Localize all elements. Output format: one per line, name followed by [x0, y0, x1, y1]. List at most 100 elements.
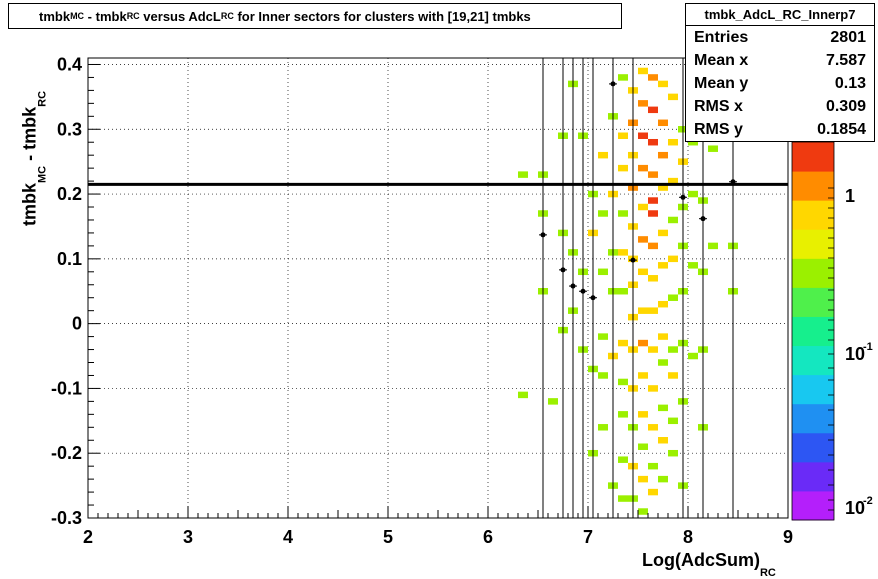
stats-value: 2801: [830, 29, 866, 46]
stats-histogram-name: tmbk_AdcL_RC_Innerp7: [686, 4, 874, 26]
heatmap-cell: [638, 475, 648, 483]
heatmap-cell: [648, 488, 658, 496]
heatmap-cell: [648, 210, 658, 217]
colorbar-segment: [792, 316, 834, 347]
colorbar-segment: [792, 200, 834, 230]
heatmap-cell: [638, 236, 648, 243]
colorbar-segment: [792, 258, 834, 288]
heatmap-cell: [648, 171, 658, 178]
heatmap-cell: [668, 346, 678, 353]
y-axis-title-part: tmbk: [19, 183, 40, 227]
x-axis-title-main: Log(AdcSum): [642, 550, 760, 570]
title-sub: RC: [126, 11, 140, 21]
heatmap-cell: [638, 411, 648, 418]
stats-label: Entries: [694, 29, 749, 46]
y-axis-title: tmbkMC - tmbkRC: [20, 89, 49, 229]
y-axis-title-part: - tmbk: [19, 106, 40, 166]
title-part: for Inner sectors for clusters with [19,…: [233, 8, 531, 24]
stats-row: Entries 2801: [686, 26, 874, 49]
profile-point: [730, 179, 736, 185]
heatmap-cell: [648, 74, 658, 81]
heatmap-cell: [598, 210, 608, 217]
profile-point: [700, 216, 706, 222]
heatmap-cell: [638, 67, 648, 75]
colorbar-segment: [792, 374, 834, 405]
x-axis-title-sub: RC: [759, 567, 776, 579]
stats-label: Mean x: [694, 52, 749, 69]
y-axis-title-sub: RC: [36, 90, 49, 107]
x-tick-label: 4: [283, 527, 293, 547]
heatmap-cell: [708, 242, 718, 250]
heatmap-cell: [518, 171, 528, 178]
colorbar-segment: [792, 229, 834, 259]
x-tick-label: 3: [183, 527, 193, 547]
profile-point: [540, 232, 546, 238]
heatmap-cell: [648, 385, 658, 392]
heatmap-cell: [648, 462, 658, 470]
heatmap-cell: [638, 508, 648, 515]
heatmap-cell: [648, 138, 658, 146]
y-tick-label: 0: [72, 314, 82, 334]
heatmap-cell: [548, 398, 558, 405]
heatmap-cell: [618, 210, 628, 217]
stats-value: 0.1854: [817, 121, 866, 138]
profile-point: [680, 194, 686, 200]
stats-box: tmbk_AdcL_RC_Innerp7 Entries 2801 Mean x 7…: [685, 3, 875, 142]
x-axis-title: Log(AdcSum)RC: [642, 550, 776, 579]
title-part: - tmbk: [84, 8, 127, 24]
heatmap-cell: [598, 333, 608, 340]
y-tick-label: 0.3: [57, 119, 82, 139]
heatmap-cell: [658, 229, 668, 237]
heatmap-cell: [598, 372, 608, 379]
colorbar-segment: [792, 171, 834, 201]
colorbar-segment: [792, 345, 834, 376]
heatmap-cell: [638, 164, 648, 172]
heatmap-cell: [598, 151, 608, 159]
colorbar-segment: [792, 287, 834, 317]
heatmap-cell: [658, 119, 668, 127]
title-sub: MC: [70, 11, 85, 21]
heatmap-cell: [638, 307, 648, 314]
heatmap-cell: [688, 262, 698, 269]
colorbar-segment: [792, 142, 834, 172]
heatmap-cell: [668, 372, 678, 379]
colorbar-label-exponent: -2: [863, 495, 873, 507]
colorbar-segment: [792, 461, 834, 492]
colorbar-segment: [792, 490, 834, 521]
heatmap-cell: [688, 190, 698, 198]
heatmap-cell: [658, 184, 668, 191]
heatmap-cell: [668, 417, 678, 425]
heatmap-cell: [668, 177, 678, 185]
colorbar-label: 1: [845, 186, 855, 206]
heatmap-cell: [668, 138, 678, 146]
heatmap-cell: [638, 132, 648, 139]
heatmap-cell: [618, 74, 628, 81]
x-tick-label: 9: [783, 527, 793, 547]
x-tick-label: 5: [383, 527, 393, 547]
stats-value: 0.309: [825, 98, 866, 115]
y-tick-label: -0.1: [51, 378, 82, 398]
chart-title: tmbk MC - tmbk RC versus AdcL RC for Inner …: [8, 3, 622, 29]
heatmap-cell: [618, 378, 628, 386]
heatmap-cell: [618, 495, 628, 502]
stats-label: RMS y: [694, 121, 743, 138]
heatmap-cell: [668, 216, 678, 224]
heatmap-cell: [658, 151, 668, 159]
y-tick-label: 0.2: [57, 184, 82, 204]
stats-row: Mean x 7.587: [686, 49, 874, 72]
colorbar-segment: [792, 432, 834, 463]
stats-label: Mean y: [694, 75, 749, 92]
heatmap-cell: [638, 339, 648, 347]
y-axis-title-sub: MC: [36, 165, 49, 183]
heatmap-cell: [618, 288, 628, 295]
heatmap-cell: [518, 391, 528, 399]
heatmap-cell: [668, 294, 678, 301]
heatmap-cell: [658, 437, 668, 444]
x-tick-label: 7: [583, 527, 593, 547]
plot-area: [88, 58, 788, 518]
heatmap-cell: [618, 249, 628, 256]
title-sub: RC: [220, 11, 234, 21]
colorbar-label: 10: [845, 498, 865, 518]
colorbar-frame: [791, 141, 835, 521]
heatmap-cell: [648, 307, 658, 314]
